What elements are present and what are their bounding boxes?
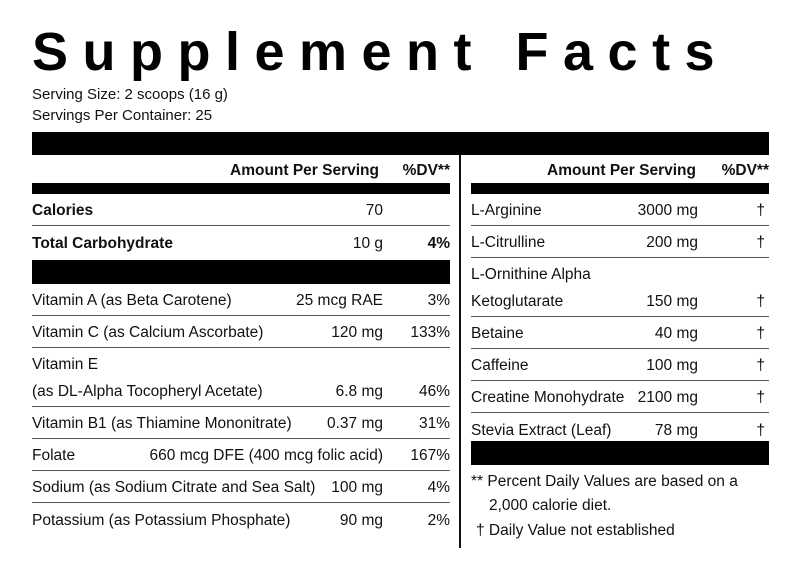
ingredient-name: Creatine Monohydrate: [471, 389, 625, 406]
ingredient-dv: †: [756, 389, 765, 406]
ingredient-amount: 2100 mg: [637, 389, 698, 406]
nutrient-row-vitamin-e: Vitamin E (as DL-Alpha Tocopheryl Acetat…: [32, 348, 450, 407]
nutrient-amount: 70: [365, 202, 383, 219]
nutrient-name: Total Carbohydrate: [32, 235, 173, 252]
nutrient-row-sodium: Sodium (as Sodium Citrate and Sea Salt) …: [32, 471, 450, 503]
ingredient-dv: †: [756, 234, 765, 251]
nutrient-amount: 10 g: [352, 235, 383, 252]
ingredient-dv: †: [756, 357, 765, 374]
nutrient-amount: 0.37 mg: [326, 415, 383, 432]
ingredient-row-creatine: Creatine Monohydrate 2100 mg †: [471, 381, 769, 413]
nutrient-row-calories: Calories 70: [32, 194, 450, 226]
right-bottom-bar: [471, 441, 769, 465]
ingredient-dv: †: [756, 422, 765, 439]
ingredient-name: L-Arginine: [471, 202, 542, 219]
ingredient-name: Caffeine: [471, 357, 529, 374]
footnote-dagger: † Daily Value not established: [476, 522, 675, 539]
nutrient-row-vitamin-a: Vitamin A (as Beta Carotene) 25 mcg RAE …: [32, 284, 450, 316]
nutrient-name: Folate: [32, 447, 76, 464]
nutrient-amount: 6.8 mg: [335, 383, 383, 400]
servings-per-container: Servings Per Container: 25: [32, 107, 213, 124]
nutrient-dv: 2%: [427, 512, 450, 529]
nutrient-dv: 4%: [427, 479, 450, 496]
ingredient-row-arginine: L-Arginine 3000 mg †: [471, 194, 769, 226]
nutrient-name: Potassium (as Potassium Phosphate): [32, 512, 291, 529]
nutrient-name: Vitamin B1 (as Thiamine Mononitrate): [32, 415, 292, 432]
ingredient-amount: 3000 mg: [637, 202, 698, 219]
ingredient-name: L-Citrulline: [471, 234, 546, 251]
footnote-dv-basis: ** Percent Daily Values are based on a: [471, 473, 738, 490]
nutrient-amount: 90 mg: [339, 512, 383, 529]
nutrient-name: Vitamin A (as Beta Carotene): [32, 292, 232, 309]
column-divider: [459, 155, 461, 548]
nutrient-amount: 25 mcg RAE: [295, 292, 383, 309]
nutrient-name: Sodium (as Sodium Citrate and Sea Salt): [32, 479, 316, 496]
ingredient-row-caffeine: Caffeine 100 mg †: [471, 349, 769, 381]
nutrient-row-potassium: Potassium (as Potassium Phosphate) 90 mg…: [32, 503, 450, 535]
nutrient-row-vitamin-b1: Vitamin B1 (as Thiamine Mononitrate) 0.3…: [32, 407, 450, 439]
nutrient-dv: 46%: [418, 383, 450, 400]
right-header-bar: [471, 183, 769, 194]
top-divider-bar: [32, 132, 769, 155]
nutrient-dv: 167%: [410, 447, 450, 464]
ingredient-name-detail: Ketoglutarate: [471, 293, 564, 310]
nutrient-dv: 133%: [410, 324, 450, 341]
left-mid-bar: [32, 260, 450, 284]
ingredient-amount: 200 mg: [646, 234, 698, 251]
label-title: Supplement Facts: [32, 22, 730, 82]
left-header-bar: [32, 183, 450, 194]
ingredient-dv: †: [756, 202, 765, 219]
left-header-amount: Amount Per Serving: [230, 162, 379, 179]
nutrient-row-folate: Folate 660 mcg DFE (400 mcg folic acid) …: [32, 439, 450, 471]
ingredient-row-ornithine: L-Ornithine Alpha Ketoglutarate 150 mg †: [471, 258, 769, 317]
ingredient-name: Betaine: [471, 325, 524, 342]
nutrient-name: Vitamin C (as Calcium Ascorbate): [32, 324, 264, 341]
ingredient-dv: †: [756, 293, 765, 310]
nutrient-amount: 120 mg: [331, 324, 383, 341]
ingredient-amount: 100 mg: [646, 357, 698, 374]
nutrient-dv: 4%: [427, 235, 450, 252]
ingredient-row-betaine: Betaine 40 mg †: [471, 317, 769, 349]
nutrient-amount: 100 mg: [331, 479, 383, 496]
nutrient-name: Vitamin E: [32, 356, 99, 373]
nutrient-row-carbohydrate: Total Carbohydrate 10 g 4%: [32, 226, 450, 258]
right-header-amount: Amount Per Serving: [547, 162, 696, 179]
nutrient-row-vitamin-c: Vitamin C (as Calcium Ascorbate) 120 mg …: [32, 316, 450, 348]
nutrient-name: Calories: [32, 202, 94, 219]
ingredient-amount: 78 mg: [654, 422, 698, 439]
ingredient-amount: 150 mg: [646, 293, 698, 310]
ingredient-name: Stevia Extract (Leaf): [471, 422, 612, 439]
nutrient-amount: 660 mcg DFE (400 mcg folic acid): [149, 447, 383, 464]
ingredient-name: L-Ornithine Alpha: [471, 266, 591, 283]
ingredient-dv: †: [756, 325, 765, 342]
nutrient-dv: 3%: [427, 292, 450, 309]
ingredient-row-stevia: Stevia Extract (Leaf) 78 mg †: [471, 413, 769, 445]
nutrient-dv: 31%: [418, 415, 450, 432]
ingredient-row-citrulline: L-Citrulline 200 mg †: [471, 226, 769, 258]
nutrient-name-detail: (as DL-Alpha Tocopheryl Acetate): [32, 383, 263, 400]
right-header-dv: %DV**: [721, 162, 769, 179]
left-header-dv: %DV**: [402, 162, 450, 179]
footnote-dv-basis-cont: 2,000 calorie diet.: [489, 497, 612, 514]
serving-size: Serving Size: 2 scoops (16 g): [32, 86, 228, 103]
ingredient-amount: 40 mg: [654, 325, 698, 342]
